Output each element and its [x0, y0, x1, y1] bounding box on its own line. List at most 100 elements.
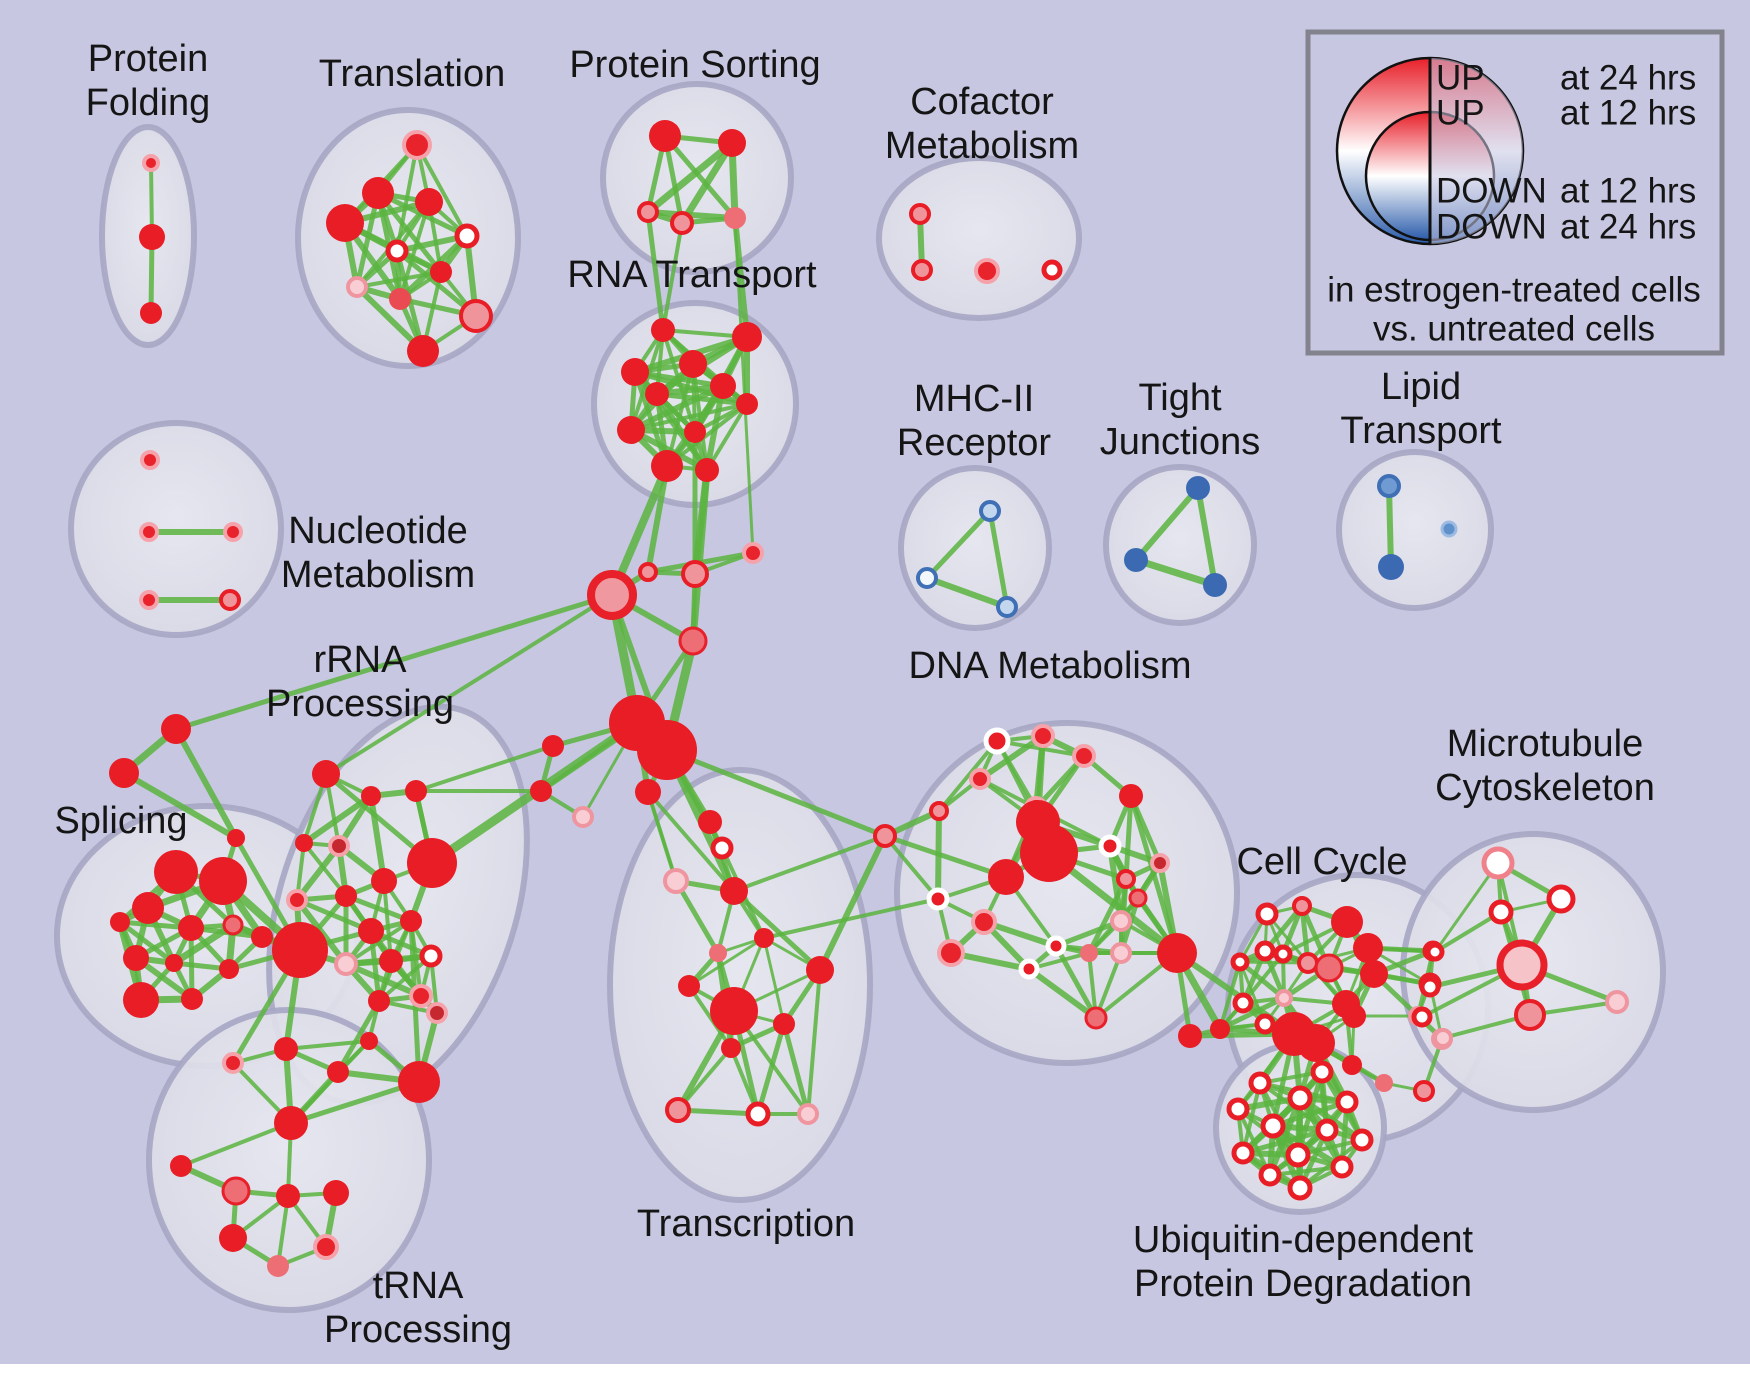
cluster-ellipse-transcription [607, 767, 873, 1203]
node-rrna_processing-4 [328, 835, 350, 857]
node-rrna_processing-15 [368, 990, 390, 1012]
edge-dna_metabolism [883, 834, 940, 901]
node-splicing-4 [222, 914, 244, 936]
cluster-label-lipid_transport: Lipid [1381, 366, 1461, 408]
legend-footnote: vs. untreated cells [1373, 309, 1655, 348]
edge-tight_junctions [1133, 485, 1201, 563]
node-translation-6 [430, 261, 452, 283]
node-hub-9 [572, 806, 594, 828]
node-nucleotide_metabolism-3 [139, 590, 159, 610]
node-translation-10 [407, 335, 439, 367]
node-dna_metabolism-16 [1018, 958, 1040, 980]
edge-rna_transport [629, 402, 749, 432]
cluster-ellipse-mhc2_receptor [898, 465, 1052, 631]
node-rna_transport-2 [621, 358, 649, 386]
node-dna_metabolism-9 [988, 859, 1024, 895]
node-dna_metabolism-12 [926, 887, 950, 911]
node-cell_cycle-23 [1342, 1055, 1362, 1075]
cluster-label-rna_transport: RNA Transport [567, 254, 817, 296]
cluster-ellipse-dna_metabolism [894, 720, 1240, 1066]
legend-row-time: at 24 hrs [1560, 58, 1696, 97]
edge-protein_sorting [678, 139, 736, 227]
cluster-label-ubiquitin: Protein Degradation [1134, 1263, 1472, 1305]
node-dna_metabolism-17 [937, 939, 965, 967]
node-rna_transport-0 [651, 318, 675, 342]
node-transcription-6 [710, 987, 758, 1035]
node-rrna_processing-17 [286, 889, 308, 911]
node-ubiquitin-9 [1330, 1155, 1354, 1179]
node-rrna_trna_bridge-2 [327, 1061, 349, 1083]
node-splicing-0 [154, 850, 198, 894]
node-rrna_processing-12 [419, 944, 443, 968]
node-cofactor_metabolism-3 [1041, 259, 1063, 281]
node-rrna_trna_bridge-0 [222, 1052, 244, 1074]
edge-rrna_processing [294, 897, 374, 934]
legend-row-direction: UP [1436, 58, 1485, 97]
cluster-label-lipid_transport: Transport [1340, 410, 1502, 452]
node-hub-1 [638, 562, 658, 582]
node-transcription-4 [709, 944, 727, 962]
node-hub-11 [710, 836, 734, 860]
node-translation-5 [385, 239, 409, 263]
legend-row-direction: DOWN [1436, 207, 1547, 246]
edge-rrna_processing [294, 897, 349, 967]
node-splicing-7 [123, 982, 159, 1018]
node-hub-6 [637, 720, 697, 780]
node-ubiquitin-12 [1310, 1060, 1334, 1084]
node-cell_cycle-7 [1254, 940, 1276, 962]
edge-link [1433, 861, 1500, 954]
edge-transcription [675, 1107, 761, 1117]
cluster-label-protein_folding: Protein [88, 38, 208, 80]
node-splicing-6 [165, 954, 183, 972]
node-rrna_processing-1 [361, 786, 381, 806]
node-dna_metabolism-2 [1072, 744, 1096, 768]
node-cell_cycle-3 [1353, 933, 1383, 963]
node-splicing_triangle-0 [161, 714, 191, 744]
edge-splicing [170, 921, 237, 967]
node-dna_metabolism-8 [1020, 824, 1078, 882]
node-protein_sorting-2 [637, 201, 659, 223]
node-tight_junctions-2 [1203, 573, 1227, 597]
cluster-label-transcription: Transcription [637, 1203, 855, 1245]
node-ubiquitin-0 [1248, 1071, 1272, 1095]
edge-link [645, 463, 670, 575]
node-splicing-11 [110, 912, 130, 932]
node-nucleotide_metabolism-2 [223, 522, 243, 542]
edge-link [414, 744, 555, 793]
node-splicing_triangle-2 [227, 829, 245, 847]
cluster-label-cofactor_metabolism: Metabolism [885, 125, 1079, 167]
node-transcription-0 [635, 779, 661, 805]
node-lipid_transport-0 [1377, 474, 1401, 498]
node-cell_cycle-6 [1342, 1004, 1366, 1028]
cluster-ellipse-lipid_transport [1336, 449, 1494, 611]
node-cell_cycle-22 [1413, 1080, 1435, 1102]
node-splicing-8 [181, 988, 203, 1010]
node-nucleotide_metabolism-1 [139, 522, 159, 542]
node-microtubule-0 [1481, 846, 1515, 880]
node-protein_folding-1 [139, 224, 165, 250]
edge-cell_cycle [1238, 960, 1310, 965]
network-nodes [109, 120, 1629, 1277]
node-transcription-2 [720, 877, 748, 905]
node-rrna_processing-7 [407, 838, 457, 888]
node-dna_metabolism-19 [1150, 853, 1170, 873]
edge-ubiquitin [1268, 1165, 1344, 1177]
node-microtubule-5 [1605, 990, 1629, 1014]
node-rrna_trna_bridge-1 [274, 1037, 298, 1061]
node-cell_cycle-1 [1292, 896, 1312, 916]
node-rrna_processing-3 [295, 834, 313, 852]
node-splicing-1 [199, 857, 247, 905]
node-mhc2_receptor-1 [916, 567, 938, 589]
edge-splicing_triangle [173, 726, 239, 841]
node-cell_cycle-13 [1275, 989, 1293, 1007]
legend-row-direction: DOWN [1436, 171, 1547, 210]
edge-rrna_processing [302, 841, 348, 898]
node-ubiquitin-6 [1350, 1128, 1374, 1152]
node-translation-8 [389, 288, 411, 310]
node-trna_processing-6 [313, 1234, 339, 1260]
edge-transcription [687, 936, 766, 988]
node-transcription-3 [754, 928, 774, 948]
edge-cell_cycle [1218, 960, 1242, 1031]
cluster-label-trna_processing: tRNA [373, 1265, 464, 1307]
edge-link [733, 216, 755, 555]
